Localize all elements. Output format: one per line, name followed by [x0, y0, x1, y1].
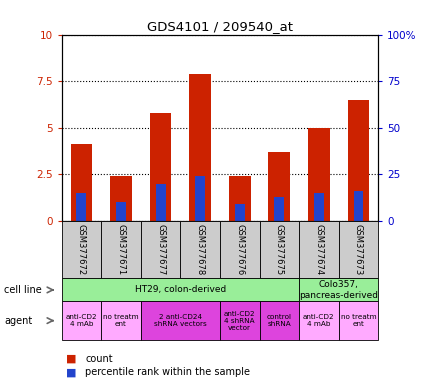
Text: 2 anti-CD24
shRNA vectors: 2 anti-CD24 shRNA vectors: [154, 314, 207, 327]
Bar: [116, 202, 126, 221]
Bar: [348, 100, 369, 221]
Text: GSM377671: GSM377671: [116, 224, 125, 275]
Bar: [76, 193, 86, 221]
Bar: [156, 184, 165, 221]
Bar: [314, 193, 324, 221]
Text: GSM377676: GSM377676: [235, 224, 244, 275]
Text: GSM377675: GSM377675: [275, 224, 284, 275]
Bar: [269, 152, 290, 221]
Text: ■: ■: [66, 367, 76, 377]
Text: count: count: [85, 354, 113, 364]
Text: anti-CD2
4 mAb: anti-CD2 4 mAb: [65, 314, 97, 327]
Text: GSM377674: GSM377674: [314, 224, 323, 275]
Text: no treatm
ent: no treatm ent: [341, 314, 376, 327]
Text: Colo357,
pancreas-derived: Colo357, pancreas-derived: [299, 280, 378, 300]
Bar: [110, 176, 132, 221]
Bar: [195, 176, 205, 221]
Bar: [229, 176, 251, 221]
Title: GDS4101 / 209540_at: GDS4101 / 209540_at: [147, 20, 293, 33]
Bar: [150, 113, 171, 221]
Text: anti-CD2
4 mAb: anti-CD2 4 mAb: [303, 314, 335, 327]
Bar: [308, 128, 330, 221]
Text: agent: agent: [4, 316, 32, 326]
Text: HT29, colon-derived: HT29, colon-derived: [135, 285, 226, 295]
Text: ■: ■: [66, 354, 76, 364]
Text: no treatm
ent: no treatm ent: [103, 314, 139, 327]
Bar: [235, 204, 245, 221]
Text: GSM377678: GSM377678: [196, 224, 205, 275]
Bar: [354, 191, 363, 221]
Text: GSM377673: GSM377673: [354, 224, 363, 275]
Text: percentile rank within the sample: percentile rank within the sample: [85, 367, 250, 377]
Text: control
shRNA: control shRNA: [267, 314, 292, 327]
Text: GSM377672: GSM377672: [77, 224, 86, 275]
Text: cell line: cell line: [4, 285, 42, 295]
Bar: [189, 74, 211, 221]
Bar: [275, 197, 284, 221]
Text: GSM377677: GSM377677: [156, 224, 165, 275]
Text: anti-CD2
4 shRNA
vector: anti-CD2 4 shRNA vector: [224, 311, 255, 331]
Bar: [71, 144, 92, 221]
